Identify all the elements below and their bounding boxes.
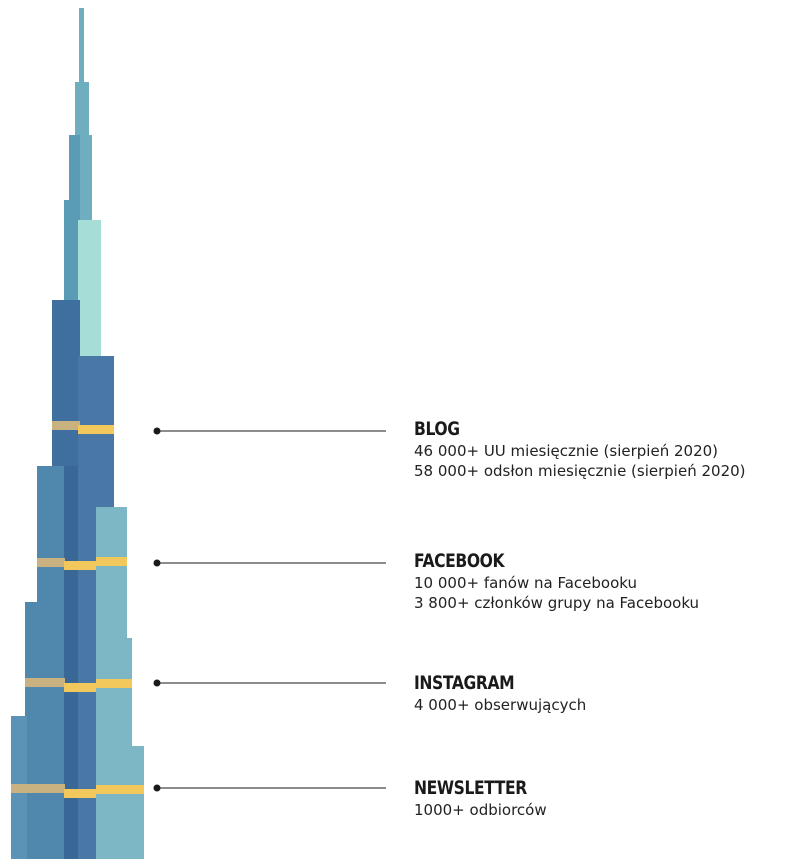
tower-band-facebook xyxy=(37,557,127,570)
newsletter-stat-recipients: 1000+ odbiorców xyxy=(414,801,547,819)
section-title-newsletter: NEWSLETTER xyxy=(414,777,527,799)
blog-stat-unique-users: 46 000+ UU miesięcznie (sierpień 2020) xyxy=(414,442,719,460)
section-blog: BLOG 46 000+ UU miesięcznie (sierpień 20… xyxy=(414,418,746,481)
tower-spire xyxy=(79,8,84,88)
section-title-blog: BLOG xyxy=(414,418,460,440)
tower-low-right xyxy=(125,638,132,859)
section-facebook: FACEBOOK 10 000+ fanów na Facebooku 3 80… xyxy=(414,550,699,613)
section-instagram: INSTAGRAM 4 000+ obserwujących xyxy=(414,672,586,715)
instagram-stat-followers: 4 000+ obserwujących xyxy=(414,696,587,714)
facebook-stat-fans: 10 000+ fanów na Facebooku xyxy=(414,574,638,592)
tower-upper-right xyxy=(80,135,92,225)
tower-upper-tier-left xyxy=(64,200,80,310)
tower-band-instagram xyxy=(25,678,132,692)
tower-base-right xyxy=(130,746,144,859)
tower-upper-tier-right xyxy=(78,220,101,360)
tower-band-blog xyxy=(52,421,114,434)
section-title-instagram: INSTAGRAM xyxy=(414,672,515,694)
facebook-stat-group-members: 3 800+ członków grupy na Facebooku xyxy=(414,594,700,612)
section-newsletter: NEWSLETTER 1000+ odbiorców xyxy=(414,777,552,820)
blog-stat-pageviews: 58 000+ odsłon miesięcznie (sierpień 202… xyxy=(414,462,746,480)
section-title-facebook: FACEBOOK xyxy=(414,550,505,572)
tower-spine xyxy=(64,466,78,859)
tower-band-newsletter xyxy=(11,784,144,798)
tower-mid-left xyxy=(37,466,65,859)
tower-spire-base xyxy=(75,82,89,142)
tower-low-left xyxy=(25,602,39,859)
